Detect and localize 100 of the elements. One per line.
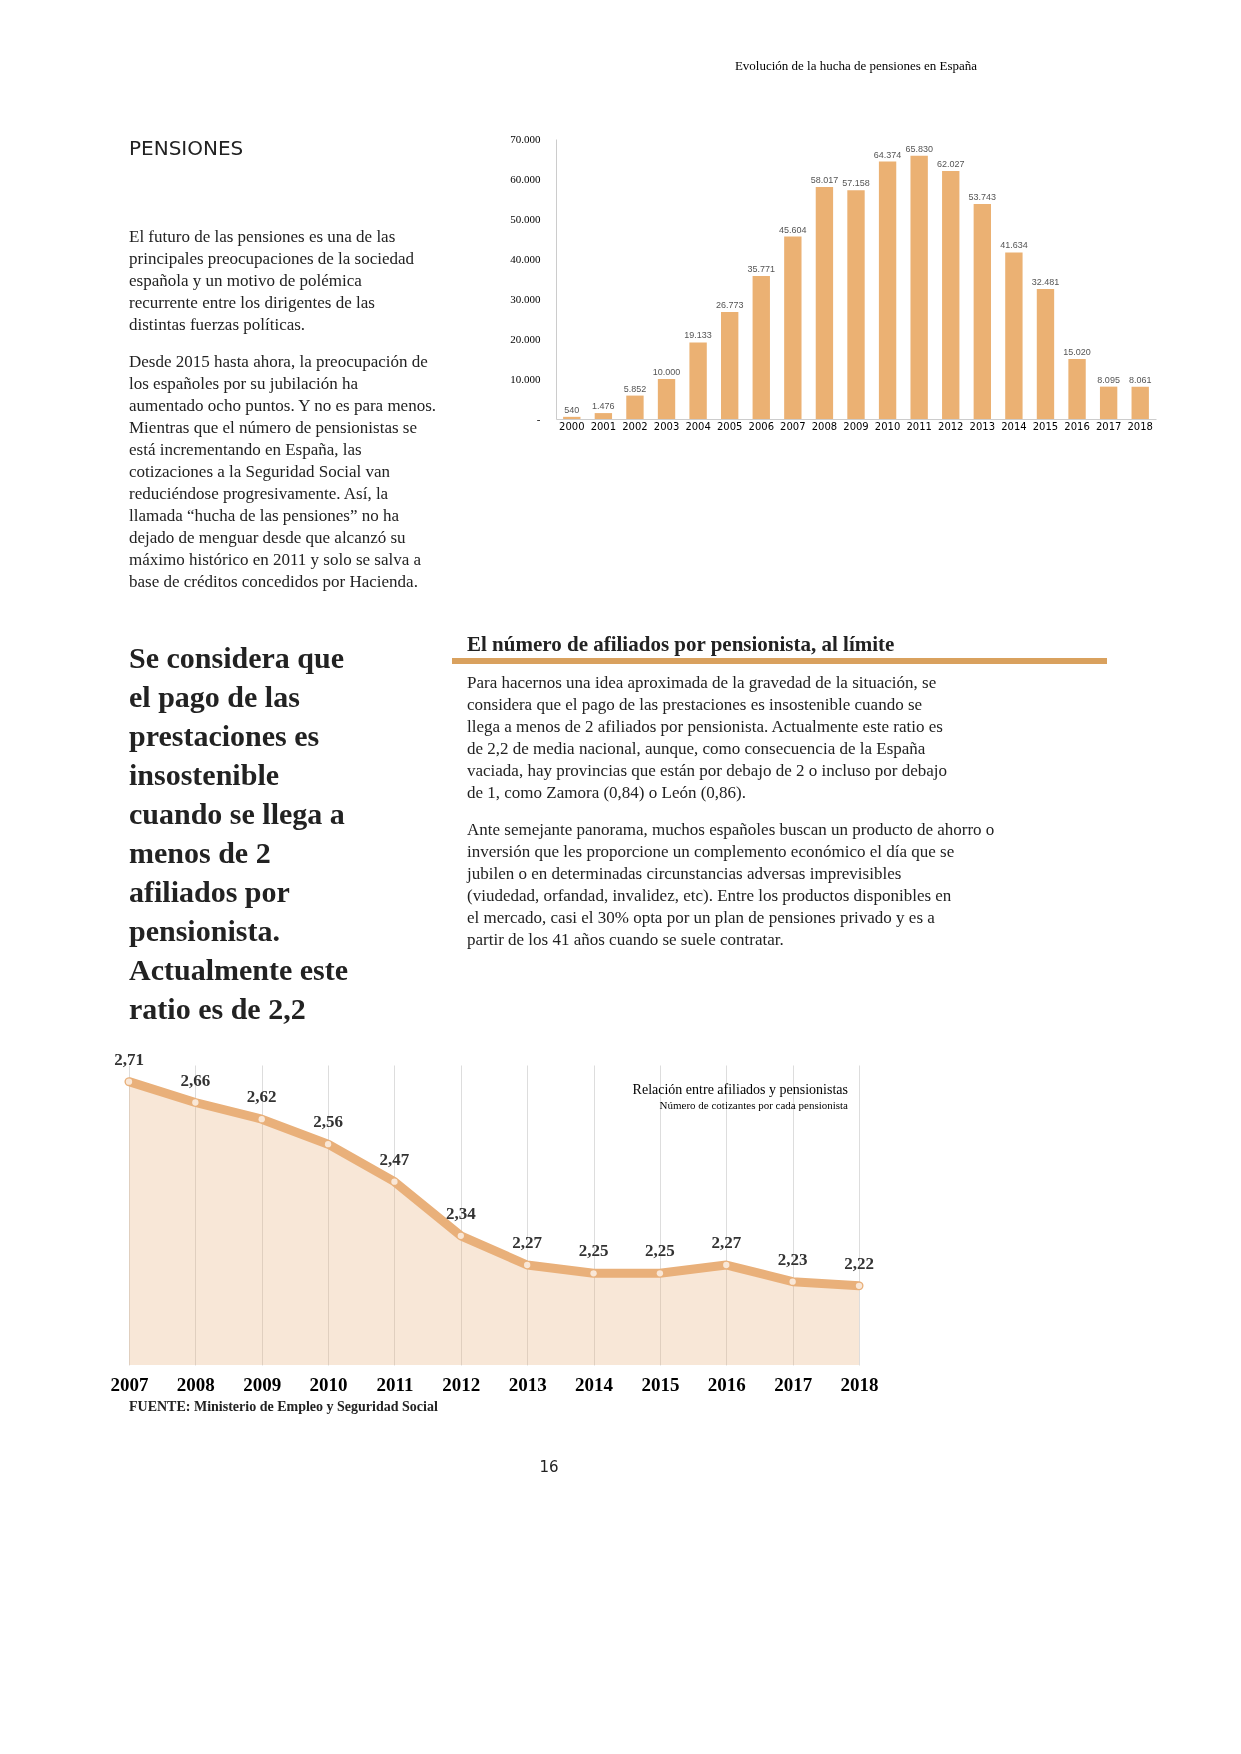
data-label: 62.027 — [936, 158, 965, 169]
data-label: 2,66 — [180, 1070, 211, 1090]
data-label: 2,71 — [114, 1049, 144, 1069]
bar — [1131, 386, 1149, 419]
y-tick-label: 50.000 — [510, 212, 541, 225]
bar — [626, 395, 644, 419]
data-label: 10.000 — [652, 367, 681, 377]
data-label: 2,22 — [844, 1253, 874, 1273]
data-label: 65.830 — [905, 143, 933, 154]
x-tick-label: 2005 — [716, 420, 743, 432]
data-label: 45.604 — [779, 224, 807, 235]
x-tick-label: 2014 — [1001, 420, 1027, 432]
text: PENSIONES — [129, 136, 244, 160]
x-tick-label: 2004 — [685, 420, 711, 432]
y-tick-label: 30.000 — [510, 292, 541, 305]
data-label: 26.773 — [715, 299, 744, 310]
data-label: 2,27 — [711, 1233, 742, 1252]
data-label: 2,34 — [445, 1203, 477, 1223]
x-tick-label: 2018 — [840, 1373, 879, 1395]
bar — [657, 379, 676, 419]
text: Número de cotizantes por cada pensionista — [659, 1098, 849, 1111]
x-tick-label: 2008 — [176, 1373, 215, 1395]
data-label: 53.743 — [968, 192, 997, 203]
x-tick-label: 2011 — [906, 420, 932, 432]
bar — [721, 311, 739, 419]
bar — [1099, 386, 1118, 419]
data-label: 58.017 — [810, 174, 839, 185]
data-label: 2,25 — [645, 1241, 675, 1261]
x-tick-label: 2015 — [641, 1373, 680, 1395]
x-tick-label: 2009 — [843, 420, 869, 432]
x-tick-label: 2003 — [653, 420, 680, 432]
bar — [594, 413, 613, 419]
x-tick-label: 2010 — [874, 420, 901, 432]
x-tick-label: 2001 — [590, 420, 617, 432]
x-tick-label: 2007 — [780, 420, 806, 432]
bar — [815, 186, 834, 419]
data-label: 32.481 — [1031, 277, 1060, 288]
x-tick-label: 2007 — [110, 1373, 149, 1395]
x-tick-label: 2014 — [575, 1373, 614, 1395]
data-label: 1.476 — [592, 401, 615, 412]
bar — [1068, 358, 1086, 419]
text: 16 — [539, 1458, 559, 1476]
x-tick-label: 2013 — [508, 1373, 547, 1395]
data-label: 2,47 — [379, 1149, 410, 1169]
x-tick-label: 2011 — [376, 1373, 414, 1395]
x-tick-label: 2009 — [243, 1373, 282, 1395]
data-label: 2,62 — [246, 1087, 277, 1107]
bar — [689, 342, 707, 419]
x-tick-label: 2018 — [1127, 420, 1153, 432]
text: Ante semejante panorama, muchos españoles buscan un producto de ahorro o inversión que les proporcione un complemento económico el día que se jubilen o en determinadas circunstancias adversas imprevisibles (viudedad, orfandad, invalidez, etc). Entre los productos disponibles en el mercado, casi el 30% opta por un plan de pensiones privado y es a partir de los 41 años cuando se suele contratar. — [466, 820, 995, 949]
source-note: FUENTE: Ministerio de Empleo y Seguridad Social — [129, 1399, 438, 1414]
x-tick-label: 2008 — [811, 420, 838, 432]
y-tick-label: 70.000 — [510, 132, 541, 145]
text: El número de afiliados por pensionista, al límite — [467, 632, 895, 656]
text: Desde 2015 hasta ahora, la preocupación de los españoles por su jubilación ha aumentado ocho puntos. Y no es para menos. Mientras que el número de pensionistas se está incrementando en España, las cotizaciones a la Seguridad Social van reduciéndose progresivamente. Así, la llamada “hucha de las pensiones” no ha dejado de menguar desde que alcanzó su máximo histórico en 2011 y solo se salva a base de créditos concedidos por Hacienda. — [129, 352, 437, 591]
data-label: 57.158 — [842, 178, 870, 189]
x-tick-label: 2012 — [938, 420, 964, 432]
bar — [942, 170, 960, 419]
data-label: 2,56 — [313, 1112, 343, 1132]
y-tick-label: 40.000 — [510, 252, 541, 265]
x-tick-label: 2016 — [1064, 420, 1090, 432]
y-tick-label: - — [536, 412, 541, 425]
data-label: 2,27 — [512, 1233, 543, 1252]
data-label: 19.133 — [684, 330, 712, 341]
data-label: 8.095 — [1097, 374, 1120, 385]
text: El futuro de las pensiones es una de las principales preocupaciones de la sociedad española y un motivo de polémica recurrente entre los dirigentes de las distintas fuerzas políticas. — [129, 227, 415, 334]
data-label: 64.374 — [873, 149, 902, 160]
x-tick-label: 2016 — [707, 1373, 746, 1395]
chart-title: Evolución de la hucha de pensiones en España — [734, 58, 978, 73]
bar — [910, 155, 928, 419]
x-tick-label: 2012 — [442, 1373, 481, 1395]
text: Se considera que el pago de las prestaciones es insostenible cuando se llega a menos de 2 afiliados por pensionista. Actualmente este ratio es de 2,2 — [129, 641, 349, 1025]
y-tick-label: 20.000 — [510, 332, 541, 345]
bar — [752, 275, 770, 419]
data-label: 41.634 — [1000, 240, 1028, 251]
x-tick-label: 2010 — [309, 1373, 348, 1395]
x-tick-label: 2000 — [559, 420, 585, 432]
x-tick-label: 2015 — [1032, 420, 1059, 432]
data-label: 2,23 — [777, 1249, 808, 1269]
data-label: 2,25 — [578, 1241, 609, 1261]
x-tick-label: 2006 — [748, 420, 774, 432]
y-tick-label: 10.000 — [510, 372, 541, 385]
bar — [1036, 289, 1055, 419]
x-tick-label: 2017 — [1095, 420, 1122, 432]
bar — [1005, 252, 1023, 419]
x-tick-label: 2013 — [969, 420, 996, 432]
data-label: 15.020 — [1063, 346, 1091, 357]
text: Para hacernos una idea aproximada de la gravedad de la situación, se considera que el pago de las prestaciones es insostenible cuando se llega a menos de 2 afiliados por pensionista. Actualmente este ratio es de 2,2 de media nacional, aunque, como consecuencia de la España vaciada, hay provincias que están por debajo de 2 o incluso por debajo de 1, como Zamora (0,84) o León (0,86). — [467, 673, 948, 802]
bar — [784, 236, 802, 419]
y-tick-label: 60.000 — [510, 172, 541, 185]
bar — [847, 190, 865, 419]
x-tick-label: 2002 — [622, 420, 648, 432]
data-label: 35.771 — [747, 263, 776, 274]
data-label: 8.061 — [1128, 374, 1152, 385]
data-label: 540 — [564, 404, 580, 415]
bar — [878, 161, 897, 419]
x-tick-label: 2017 — [774, 1373, 813, 1395]
data-label: 5.852 — [623, 383, 647, 394]
text: Relación entre afiliados y pensionistas — [632, 1081, 848, 1097]
bar — [973, 204, 991, 419]
